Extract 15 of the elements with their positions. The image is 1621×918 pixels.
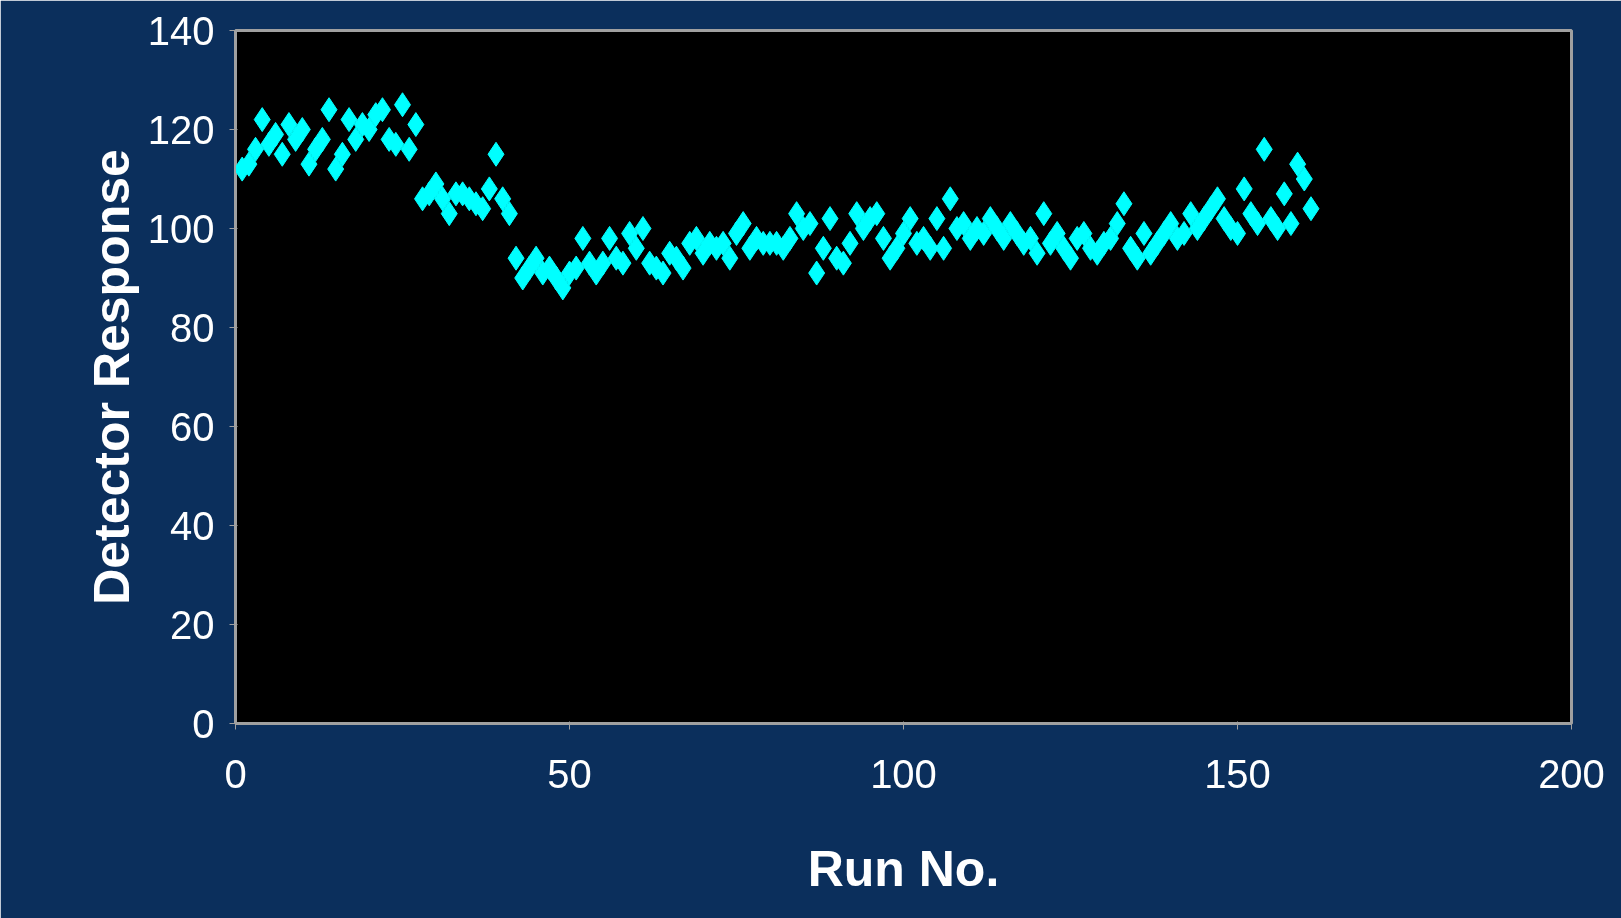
x-axis-title: Run No. bbox=[807, 840, 1000, 897]
x-tick-label: 200 bbox=[1538, 751, 1605, 796]
y-tick-label: 80 bbox=[170, 305, 215, 350]
y-tick-label: 40 bbox=[170, 503, 215, 548]
x-tick-label: 0 bbox=[224, 751, 247, 796]
y-tick-label: 140 bbox=[147, 8, 215, 53]
y-axis-title: Detector Response bbox=[83, 149, 140, 605]
y-tick-label: 20 bbox=[170, 602, 215, 647]
y-tick-label: 60 bbox=[170, 404, 215, 449]
x-tick-label: 150 bbox=[1204, 751, 1271, 796]
x-tick-label: 100 bbox=[870, 751, 937, 796]
y-tick-label: 100 bbox=[147, 206, 215, 251]
x-tick-label: 50 bbox=[547, 751, 592, 796]
y-tick-label: 0 bbox=[192, 701, 215, 746]
y-tick-label: 120 bbox=[147, 107, 215, 152]
